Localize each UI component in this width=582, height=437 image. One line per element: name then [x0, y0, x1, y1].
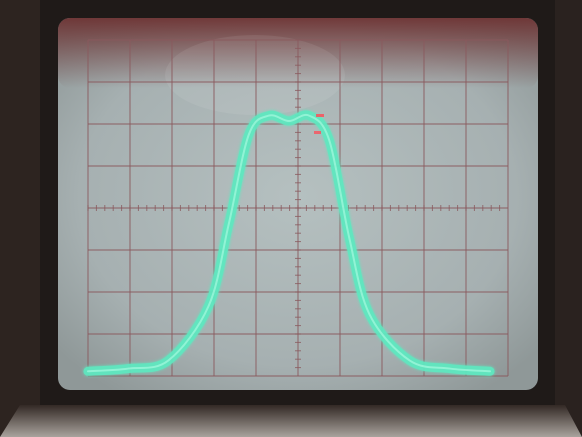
- graticule-grid: [87, 39, 509, 377]
- bezel-right: [555, 0, 582, 437]
- glare-spot: [165, 35, 345, 115]
- bezel-bottom-edge: [0, 405, 582, 437]
- signal-trace-core: [87, 113, 491, 373]
- peak-marker-2: [314, 131, 321, 134]
- bezel-left: [0, 0, 40, 437]
- peak-marker: [316, 114, 324, 117]
